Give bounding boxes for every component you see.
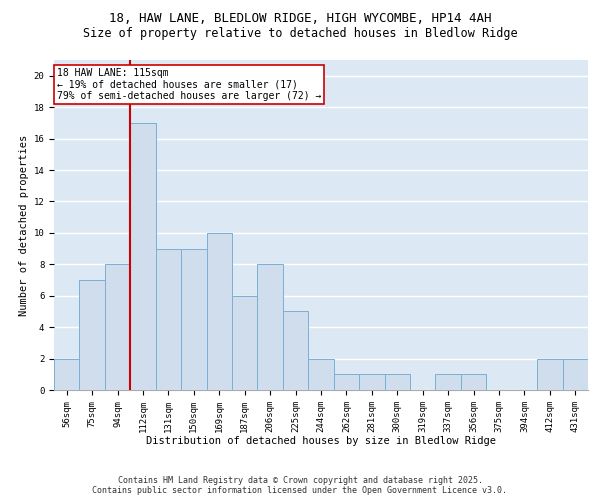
Bar <box>385 374 410 390</box>
Bar <box>257 264 283 390</box>
Bar <box>283 312 308 390</box>
Bar <box>308 358 334 390</box>
Bar <box>359 374 385 390</box>
Text: Contains HM Land Registry data © Crown copyright and database right 2025.
Contai: Contains HM Land Registry data © Crown c… <box>92 476 508 495</box>
Bar <box>206 233 232 390</box>
Bar <box>334 374 359 390</box>
Bar <box>461 374 486 390</box>
Bar <box>54 358 79 390</box>
Bar <box>130 123 156 390</box>
Bar <box>79 280 105 390</box>
Bar <box>105 264 130 390</box>
Bar <box>232 296 257 390</box>
Text: 18 HAW LANE: 115sqm
← 19% of detached houses are smaller (17)
79% of semi-detach: 18 HAW LANE: 115sqm ← 19% of detached ho… <box>56 68 321 101</box>
Y-axis label: Number of detached properties: Number of detached properties <box>19 134 29 316</box>
Bar <box>181 248 206 390</box>
Bar <box>537 358 563 390</box>
Bar <box>436 374 461 390</box>
Bar <box>156 248 181 390</box>
X-axis label: Distribution of detached houses by size in Bledlow Ridge: Distribution of detached houses by size … <box>146 436 496 446</box>
Text: 18, HAW LANE, BLEDLOW RIDGE, HIGH WYCOMBE, HP14 4AH: 18, HAW LANE, BLEDLOW RIDGE, HIGH WYCOMB… <box>109 12 491 26</box>
Text: Size of property relative to detached houses in Bledlow Ridge: Size of property relative to detached ho… <box>83 28 517 40</box>
Bar <box>563 358 588 390</box>
